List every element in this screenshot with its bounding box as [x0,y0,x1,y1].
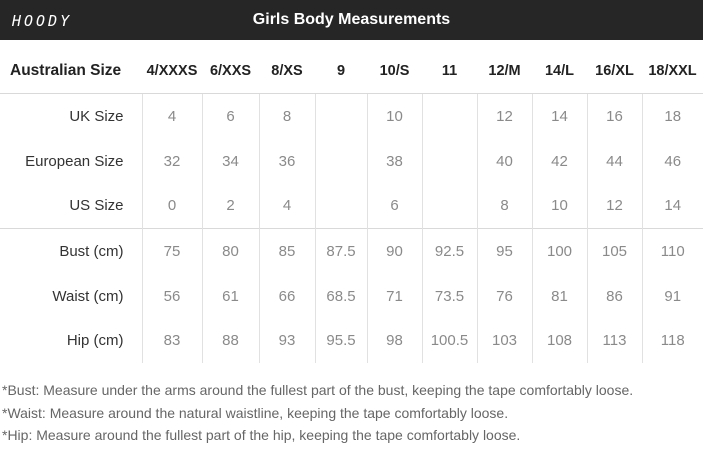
table-cell [314,138,367,184]
table-cell: 68.5 [314,273,367,319]
table-cell: 83 [141,318,202,364]
table-cell: 4 [258,183,315,229]
table-cell: 75 [141,228,202,274]
table-cell: 76 [476,273,532,319]
table-cell: 44 [586,138,642,184]
column-header: 4/XXXS [142,48,202,94]
table-cell: 80 [201,228,259,274]
table-cell: 10 [531,183,587,229]
row-label: Waist (cm) [52,287,124,305]
table-row: Waist (cm) 56 61 66 68.5 71 73.5 76 81 8… [0,273,703,319]
table-cell: 8 [258,93,315,139]
table-cell: 10 [366,93,422,139]
row-label: UK Size [69,107,124,125]
table-cell: 92.5 [421,228,477,274]
table-cell: 36 [258,138,315,184]
header-bar: HOODY Girls Body Measurements [0,0,703,40]
table-cell: 12 [586,183,642,229]
row-label: European Size [25,152,124,170]
column-header: 6/XXS [202,48,259,94]
table-cell [421,183,477,229]
table-cell: 6 [201,93,259,139]
table-row: US Size 0 2 4 6 8 10 12 14 [0,183,703,229]
brand-logo: HOODY [12,9,72,33]
page-title: Girls Body Measurements [252,11,451,28]
table-cell: 18 [641,93,703,139]
table-cell: 8 [476,183,532,229]
table-cell: 85 [258,228,315,274]
table-cell [314,93,367,139]
table-row: Hip (cm) 83 88 93 95.5 98 100.5 103 108 … [0,318,703,364]
table-cell [421,138,477,184]
table-cell: 16 [586,93,642,139]
table-row: Bust (cm) 75 80 85 87.5 90 92.5 95 100 1… [0,228,703,274]
table-cell: 87.5 [314,228,367,274]
table-cell: 118 [641,318,703,364]
table-cell: 81 [531,273,587,319]
row-label: Hip (cm) [66,332,124,350]
table-cell: 86 [586,273,642,319]
table-cell [314,183,367,229]
brand-logo-text: HOODY [12,12,73,30]
measurement-notes: *Bust: Measure under the arms around the… [2,379,633,447]
table-cell: 14 [531,93,587,139]
column-header: 10/S [367,48,422,94]
table-cell: 93 [258,318,315,364]
note-waist: *Waist: Measure around the natural waist… [2,404,509,421]
table-cell: 100.5 [421,318,477,364]
table-cell: 40 [476,138,532,184]
table-cell: 46 [641,138,703,184]
table-cell: 12 [476,93,532,139]
table-cell: 38 [366,138,422,184]
table-cell: 42 [531,138,587,184]
table-cell: 14 [641,183,703,229]
column-header: 8/XS [259,48,315,94]
table-cell: 4 [141,93,202,139]
table-cell: 73.5 [421,273,477,319]
table-cell [421,93,477,139]
table-row: UK Size 4 6 8 10 12 14 16 18 [0,93,703,139]
table-cell: 34 [201,138,259,184]
table-cell: 98 [366,318,422,364]
table-cell: 32 [141,138,202,184]
table-cell: 6 [366,183,422,229]
column-header: 12/M [477,48,532,94]
table-cell: 66 [258,273,315,319]
table-row: European Size 32 34 36 38 40 42 44 46 [0,138,703,184]
table-cell: 110 [641,228,703,274]
table-cell: 95.5 [314,318,367,364]
note-hip: *Hip: Measure around the fullest part of… [2,427,521,443]
table-cell: 88 [201,318,259,364]
table-cell: 100 [531,228,587,274]
table-cell: 2 [201,183,259,229]
table-cell: 95 [476,228,532,274]
table-cell: 108 [531,318,587,364]
row-header-label: Australian Size [0,48,142,94]
column-header: 14/L [532,48,587,94]
column-header: 9 [315,48,367,94]
table-cell: 90 [366,228,422,274]
table-cell: 105 [586,228,642,274]
note-bust: *Bust: Measure under the arms around the… [2,382,634,398]
column-header: 16/XL [587,48,642,94]
table-cell: 113 [586,318,642,364]
size-chart-table: Australian Size 4/XXXS 6/XXS 8/XS 9 10/S… [0,48,703,364]
table-cell: 71 [366,273,422,319]
row-label: US Size [69,197,124,215]
table-cell: 56 [141,273,202,319]
table-cell: 0 [141,183,202,229]
table-header-row: Australian Size 4/XXXS 6/XXS 8/XS 9 10/S… [0,48,703,94]
table-cell: 103 [476,318,532,364]
column-header: 11 [422,48,477,94]
table-cell: 61 [201,273,259,319]
row-label: Bust (cm) [0,228,142,274]
column-header: 18/XXL [642,48,703,94]
table-cell: 91 [641,273,703,319]
